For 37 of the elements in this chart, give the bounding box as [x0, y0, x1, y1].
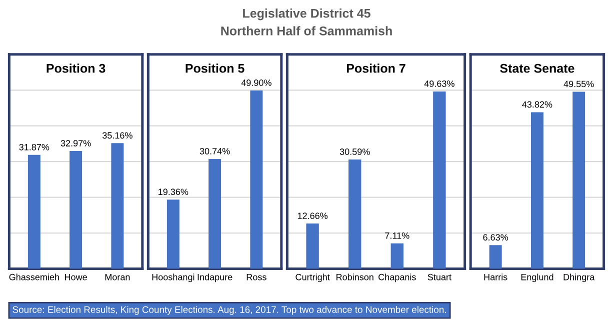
x-tick-label: Chapanis	[378, 274, 416, 282]
text: Northern Half of Sammamish	[221, 26, 392, 36]
x-tick-label: Hooshangi	[152, 274, 194, 282]
bar	[390, 243, 404, 269]
x-tick-label: Stuart	[428, 274, 452, 280]
data-label: 32.97%	[60, 140, 91, 146]
x-tick-label: Howe	[65, 274, 87, 280]
text: Position 5	[186, 64, 244, 73]
data-label: 7.11%	[385, 232, 410, 239]
x-tick-label: Curtright	[296, 274, 330, 282]
data-label: 31.87%	[19, 144, 50, 150]
x-tick-label: Dhingra	[564, 274, 595, 282]
text: Legislative District 45	[243, 8, 370, 20]
data-label: 30.74%	[200, 148, 230, 154]
text: Position 3	[46, 64, 106, 73]
data-label: 43.82%	[522, 101, 552, 108]
bar	[348, 159, 362, 269]
x-tick-label: Ross	[246, 274, 266, 280]
data-label: 19.36%	[158, 188, 188, 196]
text: State Senate	[500, 64, 574, 73]
data-label: 6.63%	[483, 234, 508, 241]
text: Position 7	[346, 64, 406, 73]
x-tick-label: Robinson	[336, 274, 374, 280]
data-label: 12.66%	[298, 212, 328, 219]
bar	[433, 91, 446, 269]
x-tick-label: Indapure	[198, 274, 232, 282]
bar	[306, 224, 319, 269]
source-note: Source: Election Results, King County Elections. Aug. 16, 2017. Top two advance to November election.	[12, 306, 446, 315]
data-label: 49.63%	[424, 80, 454, 87]
x-tick-label: Ghassemieh	[9, 274, 59, 280]
x-tick-label: Moran	[105, 274, 130, 280]
x-tick-label: Englund	[521, 274, 554, 282]
data-label: 49.55%	[564, 80, 594, 88]
data-label: 30.59%	[340, 148, 370, 155]
data-label: 35.16%	[102, 132, 132, 139]
data-label: 49.90%	[241, 80, 272, 86]
x-tick-label: Harris	[484, 274, 508, 280]
